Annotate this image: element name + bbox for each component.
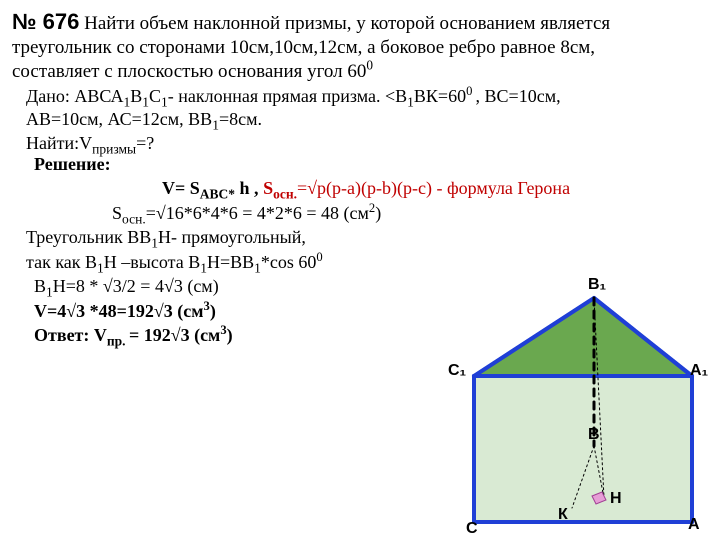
prism-diagram: В₁ С₁ А₁ В С А К Н — [414, 284, 714, 534]
label-A: А — [688, 516, 700, 534]
s-calc-line: Sосн.=√16*6*4*6 = 4*2*6 = 48 (см2) — [12, 202, 708, 225]
formula-line: V= SABC* h , Sосн.=√p(p-a)(p-b)(p-c) - ф… — [12, 177, 708, 200]
label-C: С — [466, 520, 478, 538]
problem-title: № 676 Найти объем наклонной призмы, у ко… — [12, 8, 708, 83]
problem-number: № 676 — [12, 9, 79, 34]
label-B1: В₁ — [588, 276, 606, 294]
find-line: Найти:Vпризмы=? — [12, 132, 708, 155]
label-B: В — [588, 426, 600, 444]
label-H: Н — [610, 490, 622, 508]
label-A1: А₁ — [690, 362, 708, 380]
triangle-line: Треугольник ВВ1Н- прямоугольный, — [12, 226, 708, 249]
height-line: так как В1Н –высота В1Н=ВВ1*сos 600 — [12, 251, 708, 274]
label-C1: С₁ — [448, 362, 466, 380]
label-K: К — [558, 506, 568, 524]
given-block: Дано: АВСА1В1С1- наклонная прямая призма… — [12, 85, 708, 130]
